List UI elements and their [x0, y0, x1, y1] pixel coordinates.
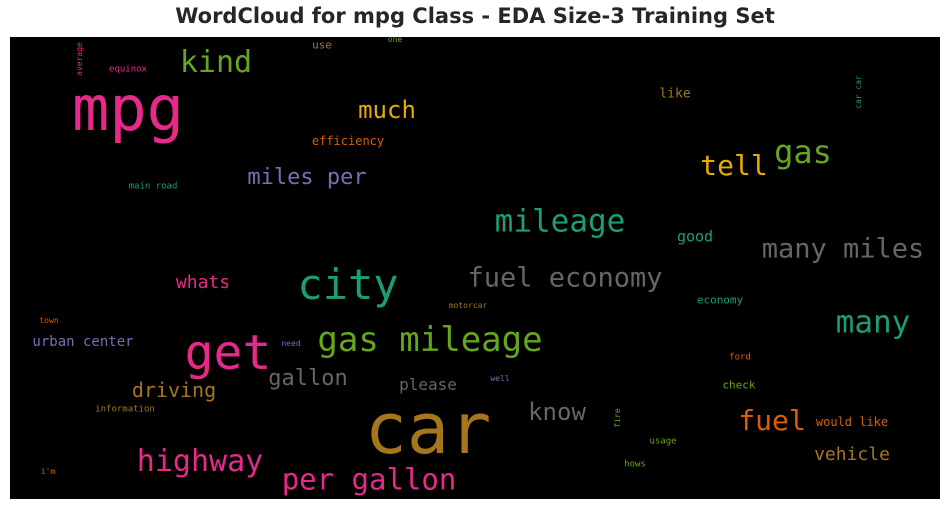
word-average: average — [75, 42, 84, 76]
word-economy: economy — [696, 293, 744, 307]
word-efficiency: efficiency — [311, 134, 385, 148]
word-city: city — [297, 260, 399, 309]
word-fuel-economy: fuel economy — [467, 262, 663, 294]
word-miles-per: miles per — [247, 165, 367, 190]
word-whats: whats — [175, 272, 231, 293]
word-town: town — [39, 316, 59, 325]
word-main-road: main road — [128, 181, 178, 192]
word-tell: tell — [700, 149, 768, 182]
word-use: use — [312, 38, 332, 52]
word-highway: highway — [136, 444, 264, 479]
word-please: please — [399, 375, 457, 394]
chart-title: WordCloud for mpg Class - EDA Size-3 Tra… — [175, 4, 775, 28]
word-check: check — [722, 378, 756, 392]
word-information: information — [95, 404, 155, 415]
word-know: know — [528, 398, 586, 426]
word-per-gallon: per gallon — [281, 462, 457, 497]
word-mileage: mileage — [494, 203, 626, 240]
word-get: get — [184, 325, 272, 381]
word-ford: ford — [729, 352, 751, 363]
word-car-car: car car — [854, 75, 863, 109]
wordcloud-canvas: car mpg get city gas mileage mileage many highw… — [10, 37, 940, 499]
word-car: car — [364, 388, 492, 470]
word-vehicle: vehicle — [814, 444, 890, 465]
word-much: much — [358, 96, 416, 124]
word-urban-center: urban center — [32, 334, 134, 350]
word-equinox: equinox — [109, 64, 147, 75]
word-motorcar: motorcar — [448, 301, 488, 310]
word-mpg: mpg — [72, 72, 184, 145]
word-i-m: i'm — [40, 467, 56, 476]
word-well: well — [490, 374, 510, 383]
word-driving: driving — [131, 378, 217, 402]
word-hows: hows — [624, 459, 646, 470]
word-gallon: gallon — [268, 366, 348, 391]
word-fuel: fuel — [738, 404, 806, 437]
word-one: one — [387, 37, 403, 44]
word-usage: usage — [649, 436, 677, 447]
word-would-like: would like — [815, 415, 889, 429]
word-need: need — [281, 339, 301, 348]
word-many: many — [835, 304, 911, 341]
word-like: like — [659, 86, 691, 102]
word-fire: fire — [613, 408, 622, 428]
word-many-miles: many miles — [761, 233, 925, 265]
word-good: good — [676, 227, 714, 246]
word-gas-mileage: gas mileage — [317, 320, 543, 360]
word-gas: gas — [774, 133, 832, 171]
word-kind: kind — [179, 45, 253, 80]
